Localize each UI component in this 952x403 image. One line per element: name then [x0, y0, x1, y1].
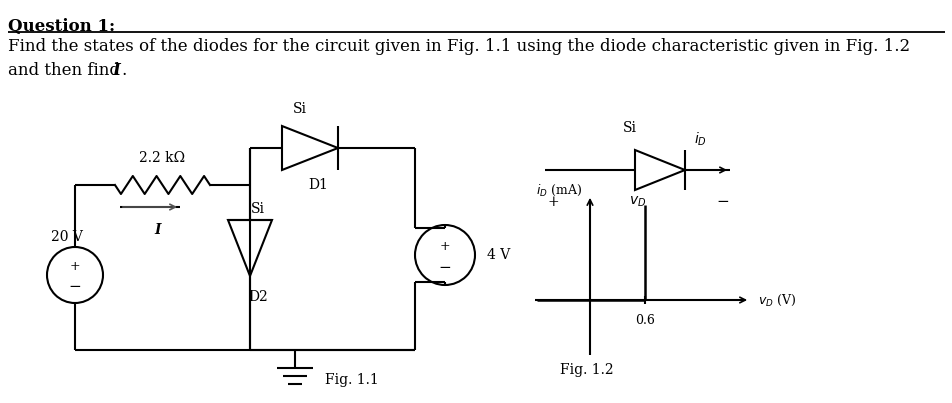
Text: and then find: and then find: [8, 62, 125, 79]
Text: Find the states of the diodes for the circuit given in Fig. 1.1 using the diode : Find the states of the diodes for the ci…: [8, 38, 909, 55]
Text: Fig. 1.1: Fig. 1.1: [325, 373, 378, 387]
Text: 4 V: 4 V: [486, 248, 509, 262]
Text: $i_D$: $i_D$: [693, 131, 705, 148]
Text: Question 1:: Question 1:: [8, 18, 115, 35]
Text: $v_D$ (V): $v_D$ (V): [757, 293, 796, 307]
Text: .: .: [121, 62, 126, 79]
Text: −: −: [716, 195, 728, 209]
Text: Fig. 1.2: Fig. 1.2: [560, 363, 613, 377]
Text: I: I: [112, 62, 120, 79]
Text: 20 V: 20 V: [51, 230, 83, 244]
Text: 0.6: 0.6: [634, 314, 654, 327]
Text: $v_D$: $v_D$: [628, 195, 646, 209]
Text: Si: Si: [292, 102, 307, 116]
Text: +: +: [546, 195, 558, 209]
Text: $i_D$ (mA): $i_D$ (mA): [535, 183, 582, 197]
Text: +: +: [439, 239, 450, 253]
Text: I: I: [154, 223, 161, 237]
Text: +: +: [69, 260, 80, 274]
Text: 2.2 kΩ: 2.2 kΩ: [139, 151, 186, 165]
Text: Si: Si: [250, 202, 265, 216]
Text: −: −: [69, 280, 81, 294]
Text: Si: Si: [623, 121, 636, 135]
Text: D2: D2: [248, 290, 268, 304]
Text: D1: D1: [307, 178, 327, 192]
Text: −: −: [438, 261, 451, 275]
